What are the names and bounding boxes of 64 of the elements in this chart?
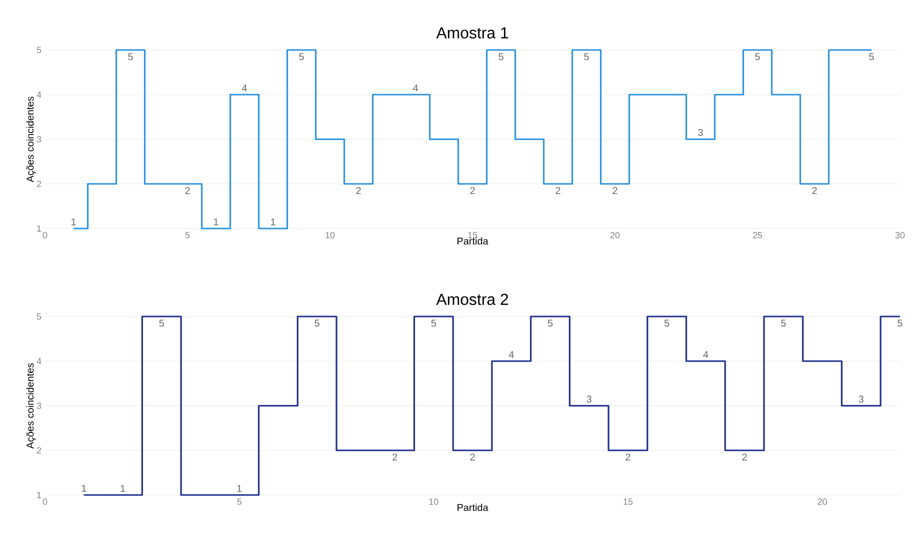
data-label: 5 [898,320,902,327]
data-label: 2 [392,454,398,461]
x-tick-label: 10 [326,232,335,238]
data-label: 1 [72,218,76,226]
y-tick-label: 2 [36,180,42,187]
data-label: 2 [470,187,475,194]
data-label: 2 [626,454,630,461]
data-label: 4 [703,351,708,358]
y-tick-label: 5 [36,313,42,320]
data-label: 1 [271,218,276,226]
x-tick-label: 15 [468,232,478,238]
data-label: 4 [242,84,247,92]
x-axis-title: Partida [458,504,488,512]
x-tick-label: 30 [895,232,905,238]
data-label: 2 [742,454,747,461]
data-label: 1 [120,484,126,492]
chart-title: Amostra 1 [436,27,508,38]
y-tick-label: 3 [36,136,42,142]
data-label: 5 [498,53,504,60]
data-label: 5 [548,320,553,327]
y-axis-title: Ações coincidentes [26,363,36,449]
data-label: 3 [586,396,592,403]
data-label: 5 [781,320,786,327]
x-tick-label: 20 [610,232,620,238]
data-label: 5 [431,320,436,327]
data-label: 2 [185,187,190,194]
data-label: 2 [470,454,475,461]
data-label: 1 [82,484,86,492]
data-label: 5 [664,320,670,327]
data-label: 2 [356,187,361,194]
data-label: 3 [858,396,864,403]
y-tick-label: 2 [36,447,42,454]
data-label: 5 [299,53,304,60]
chart-title: Amostra 2 [436,294,508,305]
x-tick-label: 0 [42,232,48,238]
x-tick-label: 5 [185,232,190,238]
y-tick-label: 1 [37,492,42,498]
data-label: 5 [159,320,164,327]
data-label: 1 [237,484,242,492]
x-tick-label: 20 [818,498,827,505]
x-tick-label: 5 [237,498,242,505]
x-tick-label: 25 [752,232,762,238]
y-axis-title: Ações coincidentes [26,96,36,182]
data-label: 2 [612,187,618,194]
data-label: 1 [214,218,218,226]
y-tick-label: 4 [36,92,42,98]
data-label: 4 [508,351,514,358]
x-tick-label: 0 [42,498,48,505]
data-label: 5 [869,53,874,60]
y-tick-label: 3 [36,402,42,409]
data-label: 5 [755,53,760,60]
data-label: 3 [698,129,703,136]
x-axis-title: Partida [458,237,488,245]
data-label: 4 [412,84,418,92]
y-tick-label: 4 [36,358,42,364]
data-label: 5 [128,53,133,60]
y-tick-label: 5 [36,46,42,54]
x-tick-label: 10 [429,498,438,505]
x-tick-label: 15 [624,498,633,505]
data-label: 2 [556,187,560,194]
data-label: 5 [314,320,320,327]
y-tick-label: 1 [37,225,42,232]
data-label: 5 [584,53,589,60]
data-label: 2 [812,187,817,194]
